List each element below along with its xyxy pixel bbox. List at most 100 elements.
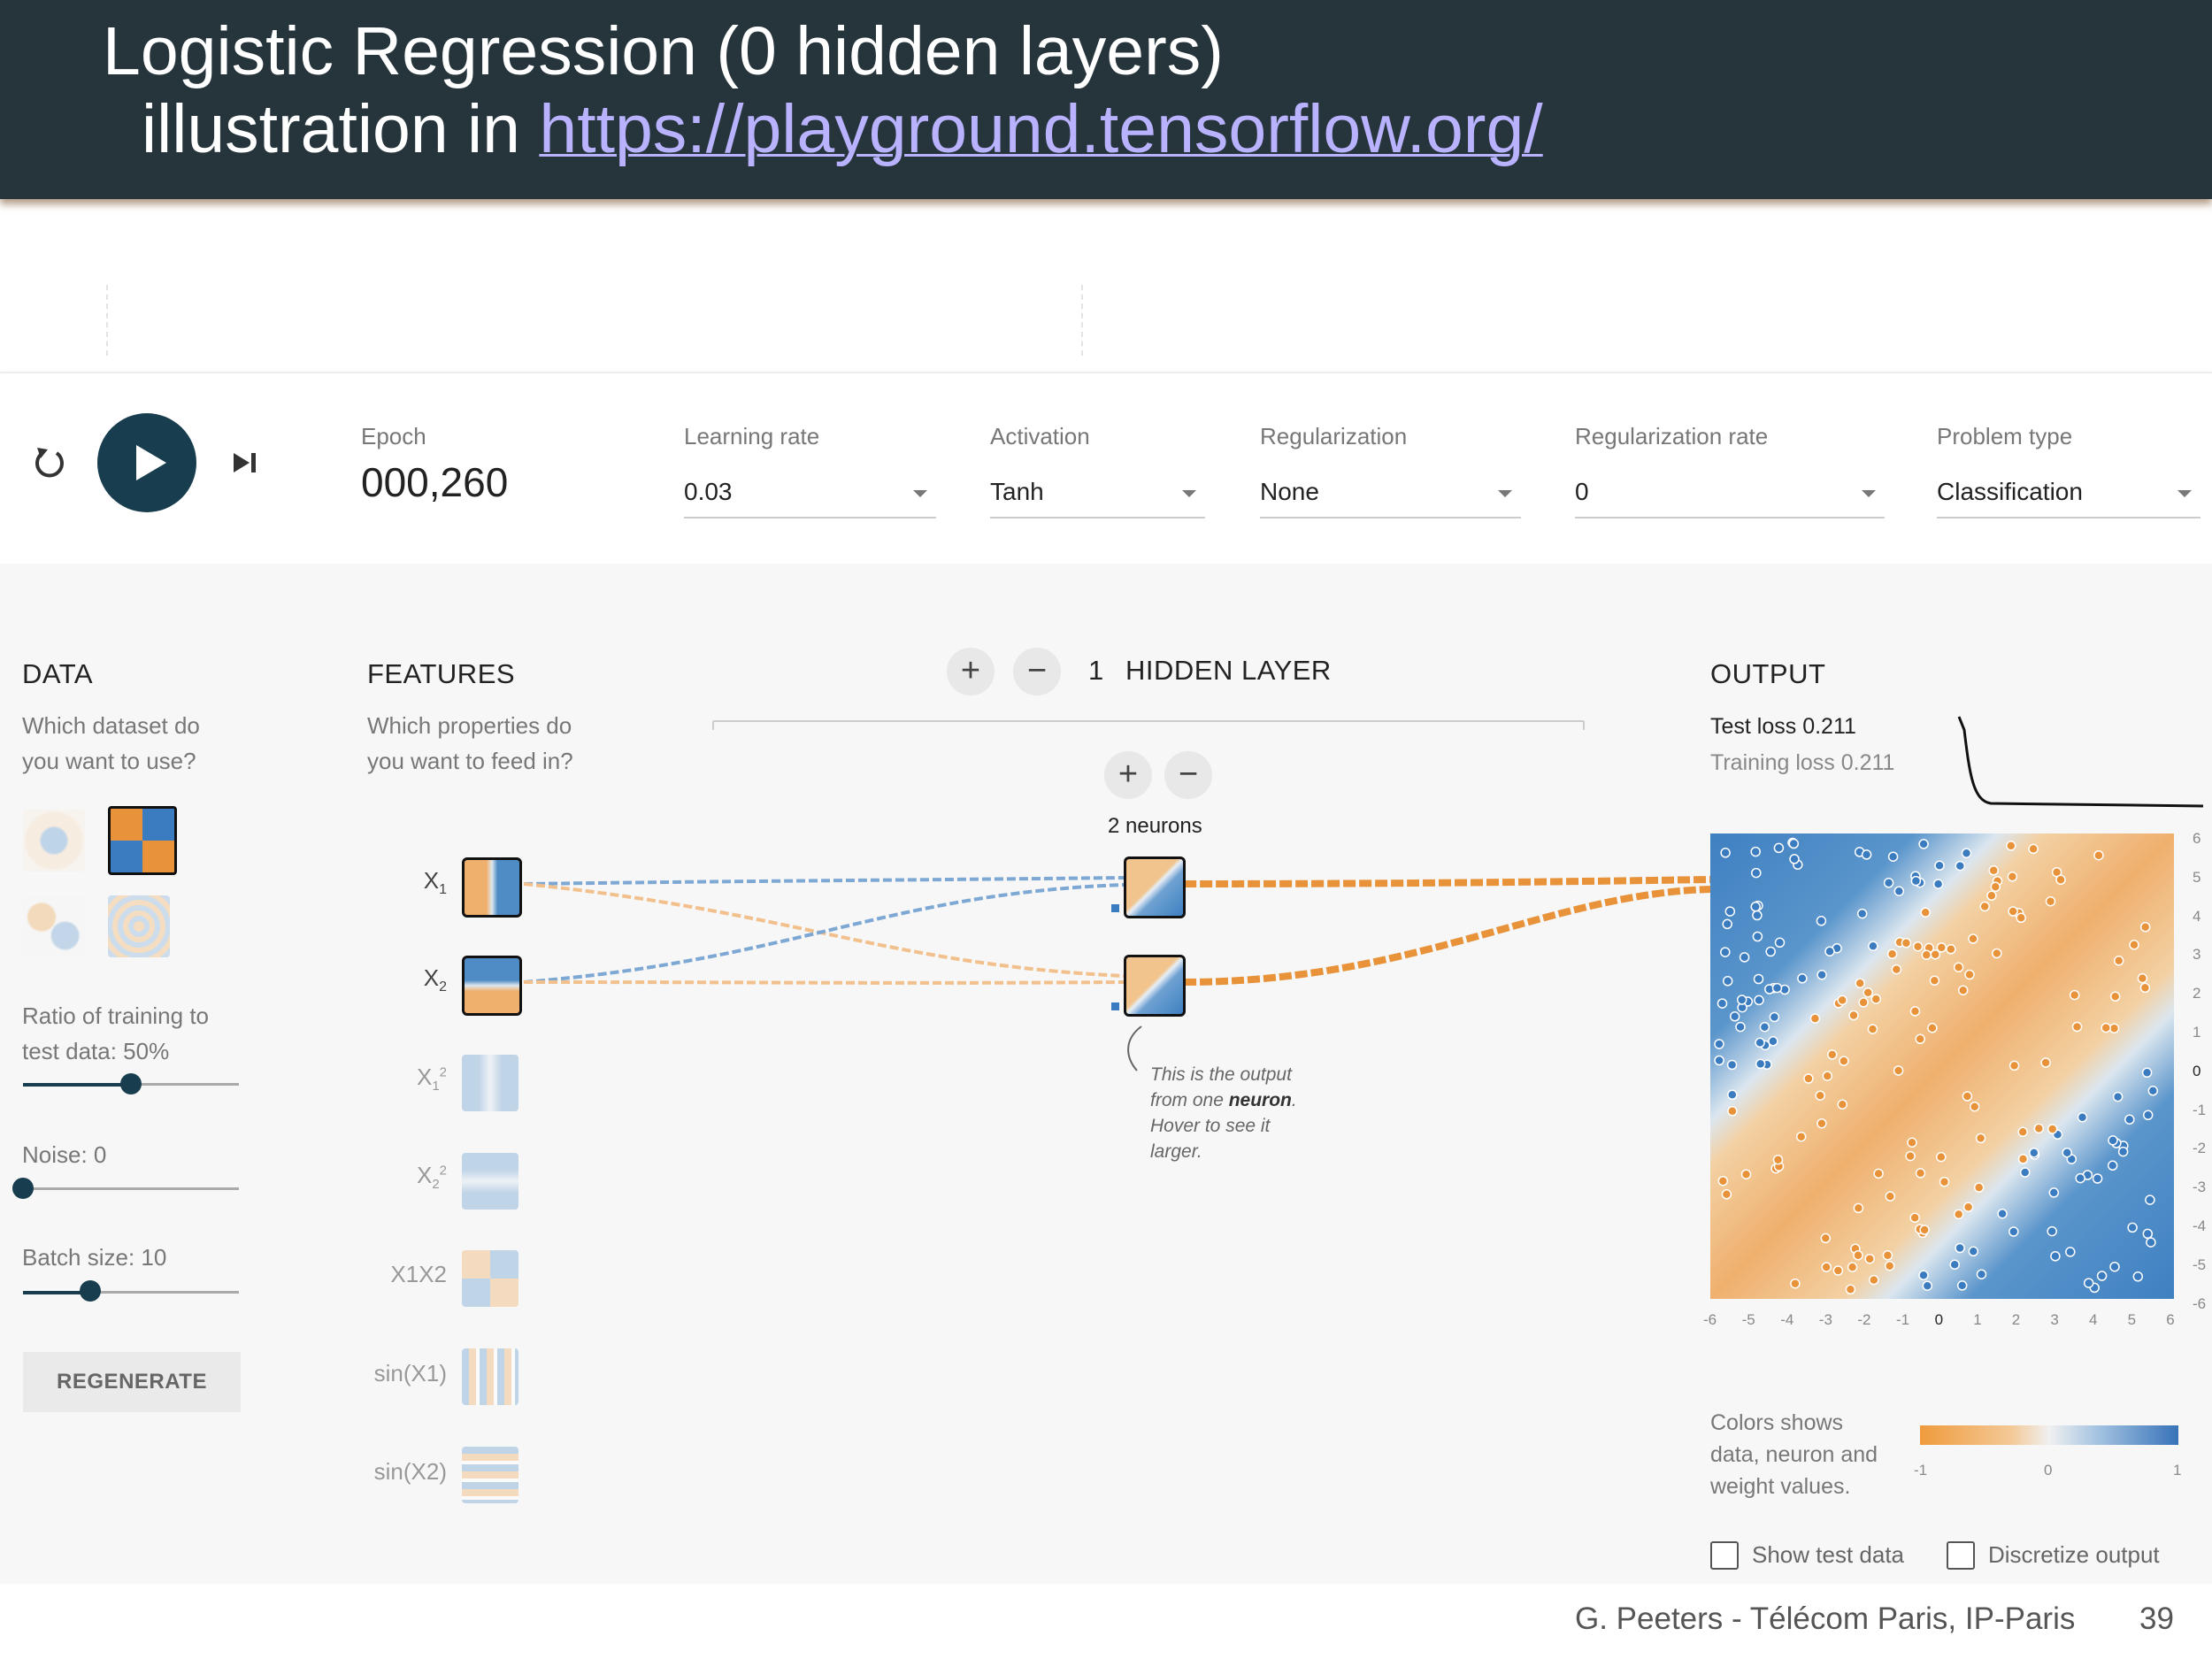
data-point [1979, 901, 1990, 912]
noise-slider-thumb[interactable] [12, 1178, 34, 1199]
regularization-rate-select[interactable]: 0 [1575, 474, 1885, 518]
regenerate-button[interactable]: REGENERATE [23, 1352, 241, 1412]
batch-slider-fill [23, 1291, 90, 1294]
feature-x1-squared[interactable] [462, 1055, 518, 1111]
remove-neuron-button[interactable]: − [1164, 751, 1212, 799]
data-point [2117, 1146, 2129, 1157]
feature-label-sin-x2: sin(X2) [373, 1458, 447, 1485]
data-point [1870, 994, 1882, 1004]
data-point [1953, 1209, 1964, 1220]
data-point [1837, 995, 1847, 1006]
data-subtitle: Which dataset do you want to use? [22, 712, 200, 774]
data-point [1721, 1189, 1732, 1200]
data-point [1847, 1262, 1858, 1272]
regularization-select[interactable]: None [1260, 474, 1521, 518]
learning-rate-select[interactable]: 0.03 [684, 474, 936, 518]
data-point [1722, 976, 1733, 987]
activation-select[interactable]: Tanh [990, 474, 1205, 518]
slide-subtitle: illustration in https://playground.tenso… [142, 90, 1543, 169]
playground-link[interactable]: https://playground.tensorflow.org/ [539, 91, 1543, 167]
x-tick-label: -3 [1818, 1311, 1832, 1328]
data-point [1752, 910, 1763, 921]
data-point [1885, 1191, 1896, 1202]
data-point [1772, 1154, 1784, 1165]
data-point [1936, 1151, 1947, 1163]
feature-x1x2[interactable] [462, 1250, 518, 1307]
data-point [1809, 1013, 1821, 1024]
feature-sin-x1[interactable] [462, 1348, 518, 1405]
data-point [1927, 1023, 1938, 1033]
data-point [1949, 1259, 1960, 1270]
feature-sin-x2[interactable] [462, 1447, 518, 1503]
show-test-data-label[interactable]: Show test data [1752, 1541, 1904, 1568]
add-neuron-button[interactable]: + [1104, 751, 1152, 799]
data-point [2008, 1060, 2020, 1071]
data-point [1815, 1090, 1825, 1101]
data-point [2008, 1226, 2019, 1237]
data-point [1774, 937, 1786, 949]
data-point [1891, 964, 1902, 975]
problem-type-select[interactable]: Classification [1937, 474, 2200, 518]
data-point [1726, 1059, 1738, 1071]
chevron-down-icon [1862, 490, 1876, 497]
data-point [2048, 1187, 2060, 1198]
ratio-slider-thumb[interactable] [120, 1073, 142, 1094]
batch-slider-track[interactable] [23, 1291, 239, 1294]
x-axis-ticks: -6 -5 -4 -3 -2 -1 0 1 2 3 4 5 6 [1703, 1311, 2190, 1333]
data-point [1837, 1099, 1848, 1110]
data-point [1824, 946, 1835, 957]
feature-x1[interactable] [462, 857, 522, 918]
dataset-spiral[interactable] [108, 895, 170, 957]
data-point [1858, 997, 1869, 1008]
dataset-gaussian[interactable] [23, 895, 85, 957]
batch-slider-thumb[interactable] [80, 1280, 101, 1302]
feature-label-x1: X1 [423, 867, 447, 898]
data-point [1975, 1133, 1986, 1144]
reset-icon[interactable] [30, 442, 69, 481]
noise-slider-track[interactable] [23, 1187, 239, 1190]
page-number: 39 [2139, 1601, 2174, 1636]
discretize-output-checkbox[interactable] [1947, 1541, 1975, 1570]
data-point [1953, 962, 1964, 972]
play-button[interactable] [97, 413, 196, 512]
dataset-circle[interactable] [23, 810, 85, 872]
data-point [1973, 1182, 1985, 1193]
data-point [1915, 1168, 1926, 1179]
show-test-data-checkbox[interactable] [1710, 1541, 1739, 1570]
neuron-tooltip: This is the output from one neuron. Hove… [1150, 1064, 1297, 1162]
regularization-value: None [1260, 478, 1319, 505]
discretize-output-label[interactable]: Discretize output [1988, 1541, 2160, 1568]
data-point [2096, 1271, 2108, 1281]
data-point [2062, 1147, 2072, 1158]
data-point [2045, 895, 2056, 907]
data-point [1714, 1055, 1724, 1066]
data-point [1816, 970, 1827, 980]
data-point [1976, 1269, 1987, 1279]
hidden-neuron-1[interactable] [1124, 856, 1186, 918]
y-tick-label: 5 [2193, 868, 2201, 886]
data-point [2019, 1167, 2031, 1178]
add-layer-button[interactable]: + [947, 648, 995, 695]
data-point [2029, 1148, 2039, 1158]
data-point [1934, 860, 1945, 872]
dataset-xor[interactable] [108, 806, 177, 875]
feature-x2[interactable] [462, 956, 522, 1016]
regularization-rate-label: Regularization rate [1575, 423, 1769, 449]
feature-x2-squared[interactable] [462, 1153, 518, 1210]
batch-size-label: Batch size: 10 [22, 1244, 167, 1271]
data-point [2139, 921, 2151, 933]
data-point [2113, 956, 2124, 966]
data-point [1929, 975, 1940, 987]
remove-layer-button[interactable]: − [1013, 648, 1061, 695]
data-point [1910, 875, 1922, 887]
subtitle-prefix: illustration in [142, 91, 540, 167]
scale-mid-label: 0 [2044, 1462, 2053, 1479]
data-point [1992, 948, 2002, 959]
data-point [2093, 849, 2104, 861]
hidden-neuron-2[interactable] [1124, 955, 1186, 1017]
data-point [1961, 848, 1972, 858]
data-point [2007, 872, 2018, 882]
data-point [1739, 952, 1750, 963]
data-point [2083, 1278, 2094, 1288]
step-icon[interactable] [232, 449, 258, 476]
